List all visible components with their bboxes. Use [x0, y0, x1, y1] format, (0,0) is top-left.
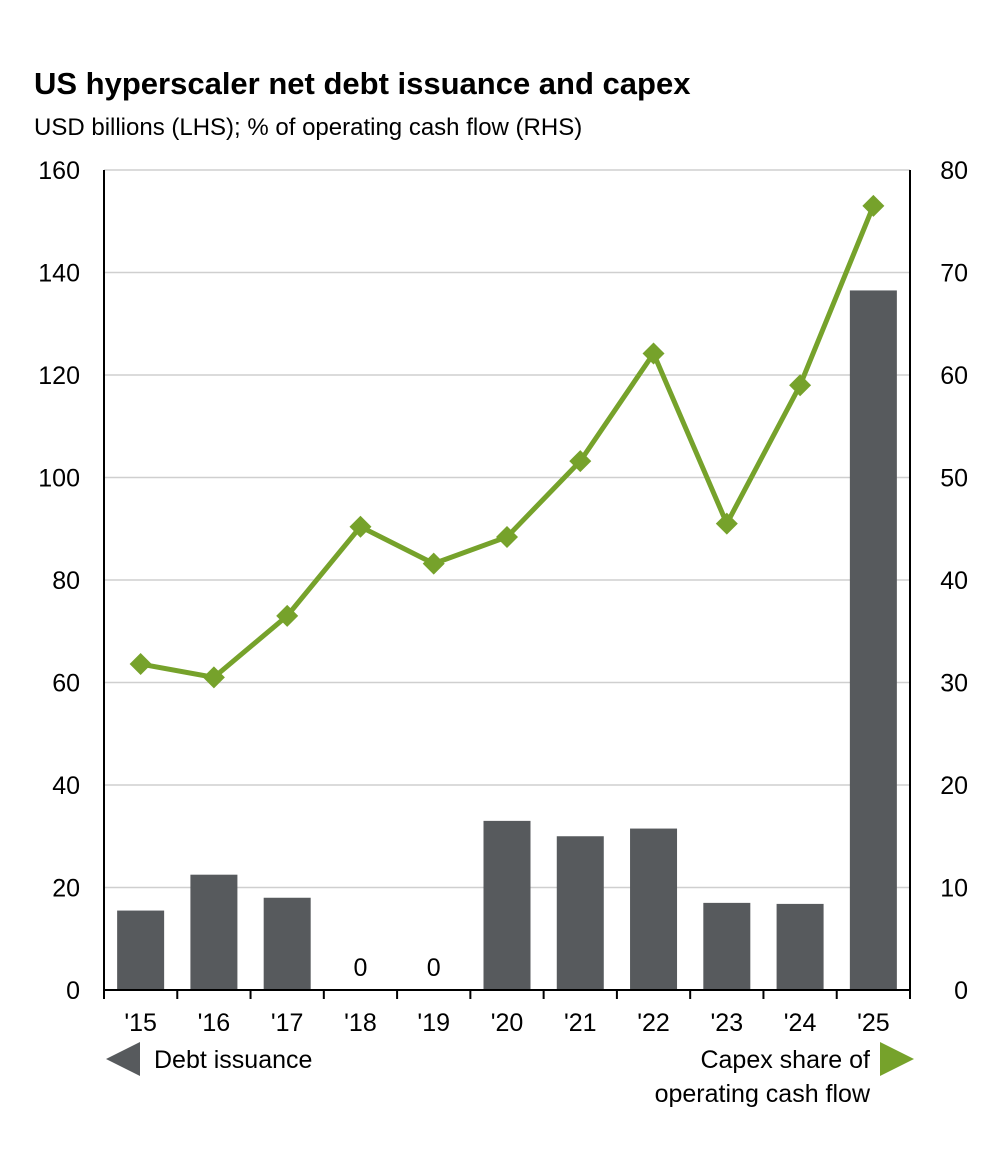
capex-share-marker	[202, 666, 225, 689]
capex-share-marker	[496, 525, 518, 548]
left-axis-tick-label: 140	[38, 260, 80, 288]
chart-subtitle: USD billions (LHS); % of operating cash …	[34, 114, 583, 141]
right-axis-tick-label: 50	[940, 465, 968, 493]
right-axis-tick-label: 0	[954, 977, 968, 1005]
left-axis-tick-label: 80	[52, 567, 80, 595]
bar-debt-issuance	[556, 836, 604, 990]
bar-debt-issuance	[630, 828, 678, 990]
x-axis-ticks: '15 '16 '17 '18 '19 '20 '21 '22 '23 '24 '25	[124, 1009, 889, 1037]
legend-left-arrow-icon	[106, 1042, 140, 1076]
x-axis-tick-label: '24	[784, 1009, 817, 1037]
bar-data-label: 0	[354, 954, 368, 982]
bar-debt-issuance	[849, 290, 897, 990]
legend: Debt issuance Capex share of operating c…	[106, 1042, 914, 1108]
bar-debt-issuance	[776, 903, 824, 990]
capex-share-marker	[349, 515, 372, 538]
left-axis-tick-label: 0	[66, 977, 80, 1005]
capex-share-marker	[789, 374, 812, 397]
x-axis-tick-label: '21	[564, 1009, 597, 1037]
legend-debt-issuance-label: Debt issuance	[154, 1046, 312, 1074]
right-axis-tick-label: 20	[940, 772, 968, 800]
bar-debt-issuance	[190, 874, 238, 990]
x-axis-tick-label: '25	[857, 1009, 890, 1037]
right-axis-tick-label: 30	[940, 670, 968, 698]
capex-share-marker	[422, 552, 445, 575]
left-axis-tick-label: 60	[52, 670, 80, 698]
legend-capex-label-line1: Capex share of	[700, 1046, 870, 1074]
x-axis-tick-label: '19	[417, 1009, 450, 1037]
chart-title: US hyperscaler net debt issuance and cap…	[34, 66, 691, 101]
legend-right-arrow-icon	[880, 1042, 914, 1076]
capex-share-marker	[715, 512, 738, 535]
bar-debt-issuance	[263, 897, 311, 990]
x-axis-tick-label: '16	[198, 1009, 231, 1037]
left-axis-tick-label: 20	[52, 875, 80, 903]
left-axis-tick-label: 100	[38, 465, 80, 493]
gridlines	[104, 169, 910, 889]
right-axis-tick-label: 60	[940, 362, 968, 390]
right-axis-tick-label: 40	[940, 567, 968, 595]
left-axis-ticks: 0 20 40 60 80 100 120 140 160	[38, 157, 80, 1005]
x-axis-tick-label: '15	[124, 1009, 157, 1037]
capex-share-marker	[862, 194, 885, 217]
bar-data-label: 0	[427, 954, 441, 982]
x-axis-tick-label: '17	[271, 1009, 304, 1037]
right-axis-tick-label: 80	[940, 157, 968, 185]
left-axis-tick-label: 160	[38, 157, 80, 185]
bar-debt-issuance	[483, 820, 531, 990]
right-axis-ticks: 0 10 20 30 40 50 60 70 80	[940, 157, 968, 1005]
right-axis-tick-label: 10	[940, 875, 968, 903]
legend-capex-label-line2: operating cash flow	[655, 1080, 871, 1108]
bar-debt-issuance	[117, 910, 165, 990]
bar-debt-issuance	[703, 902, 751, 990]
x-axis-tick-label: '18	[344, 1009, 377, 1037]
x-axis-tick-label: '20	[491, 1009, 524, 1037]
bars	[117, 290, 897, 990]
capex-share-line	[140, 204, 876, 680]
left-axis-tick-label: 120	[38, 362, 80, 390]
right-axis-tick-label: 70	[940, 260, 968, 288]
line-series	[129, 194, 885, 689]
capex-share-marker	[642, 342, 665, 365]
axes	[103, 170, 911, 999]
capex-share-marker	[276, 604, 299, 627]
left-axis-tick-label: 40	[52, 772, 80, 800]
capex-share-marker	[569, 450, 592, 473]
x-axis-tick-label: '22	[637, 1009, 670, 1037]
x-axis-tick-label: '23	[711, 1009, 744, 1037]
capex-share-marker	[129, 653, 152, 676]
